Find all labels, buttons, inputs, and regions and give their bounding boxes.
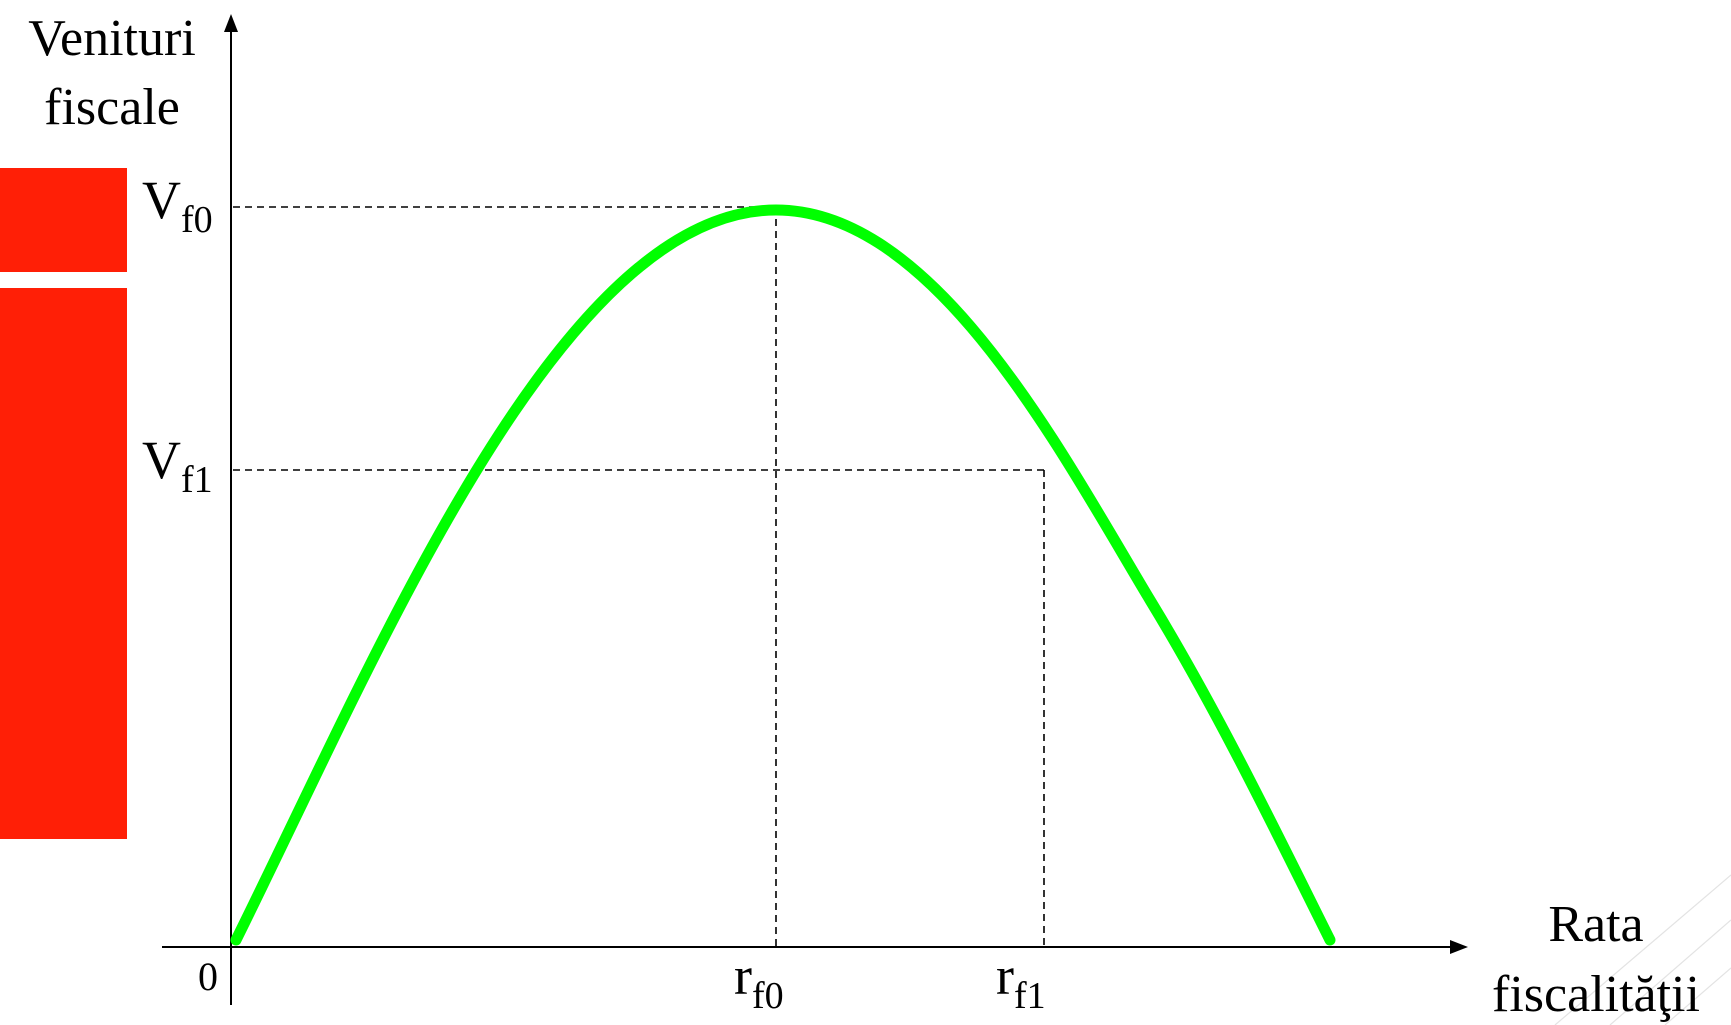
rf0-main: r [734, 946, 752, 1006]
rf0-subscript: f0 [752, 975, 784, 1017]
vf1-main: V [142, 430, 181, 490]
red-side-bar-top [0, 168, 127, 272]
origin-label: 0 [198, 954, 218, 999]
vf1-label: Vf1 [142, 430, 213, 501]
corner-decoration [1554, 874, 1731, 1025]
y-axis-arrowhead [224, 14, 238, 32]
rf1-subscript: f1 [1014, 975, 1046, 1017]
laffer-curve [230, 204, 1336, 946]
y-axis-title-line1: Venituri [28, 10, 196, 67]
y-axis-title-line2: fiscale [44, 79, 180, 136]
x-axis-arrowhead [1450, 940, 1468, 954]
rf1-label: rf1 [996, 946, 1046, 1017]
x-axis-title-line1: Rata [1548, 896, 1643, 953]
vf0-subscript: f0 [181, 199, 213, 241]
rf1-main: r [996, 946, 1014, 1006]
vf0-main: V [142, 170, 181, 230]
x-axis-title-line2: fiscalităţii [1492, 966, 1700, 1023]
vf0-label: Vf0 [142, 170, 213, 241]
vf1-subscript: f1 [181, 459, 213, 501]
red-side-bar-bottom [0, 288, 127, 839]
rf0-label: rf0 [734, 946, 784, 1017]
